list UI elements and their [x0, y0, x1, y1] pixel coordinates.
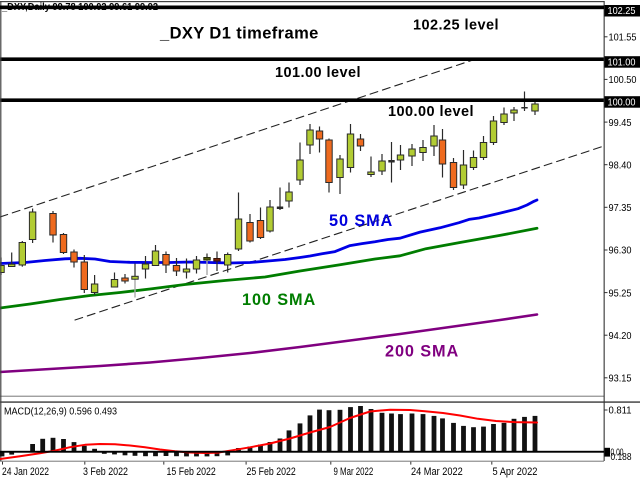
svg-text:24 Jan 2022: 24 Jan 2022	[2, 466, 49, 478]
svg-text:25 Feb 2022: 25 Feb 2022	[247, 466, 296, 478]
svg-text:MACD(12,26,9) 0.596 0.493: MACD(12,26,9) 0.596 0.493	[4, 406, 117, 417]
svg-text:0.188: 0.188	[611, 451, 632, 463]
svg-text:97.35: 97.35	[609, 202, 632, 214]
svg-text:3 Feb 2022: 3 Feb 2022	[83, 466, 128, 478]
svg-text:101.00: 101.00	[608, 56, 636, 68]
svg-text:200 SMA: 200 SMA	[385, 343, 459, 361]
svg-text:102.25 level: 102.25 level	[413, 17, 499, 33]
svg-text:_DXY D1 timeframe: _DXY D1 timeframe	[159, 25, 319, 43]
svg-text:95.25: 95.25	[609, 287, 632, 299]
svg-text:101.00 level: 101.00 level	[275, 65, 361, 81]
svg-text:100.00: 100.00	[608, 96, 636, 108]
svg-text:0.811: 0.811	[609, 405, 632, 417]
svg-text:94.20: 94.20	[609, 330, 632, 342]
svg-text:100 SMA: 100 SMA	[242, 291, 316, 309]
svg-text:99.45: 99.45	[609, 117, 632, 129]
svg-text:15 Feb 2022: 15 Feb 2022	[167, 466, 216, 478]
svg-text:100.00 level: 100.00 level	[388, 104, 474, 120]
svg-text:24 Mar 2022: 24 Mar 2022	[411, 466, 463, 478]
svg-text:93.15: 93.15	[609, 373, 632, 385]
svg-text:9 Mar 2022: 9 Mar 2022	[334, 466, 374, 478]
svg-text:96.30: 96.30	[609, 245, 632, 257]
svg-text:50 SMA: 50 SMA	[329, 212, 393, 230]
svg-text:102.25: 102.25	[608, 5, 636, 17]
svg-text:100.50: 100.50	[609, 74, 637, 86]
svg-text:101.55: 101.55	[609, 32, 637, 44]
svg-text:98.40: 98.40	[609, 159, 632, 171]
svg-text:5 Apr 2022: 5 Apr 2022	[493, 466, 538, 478]
